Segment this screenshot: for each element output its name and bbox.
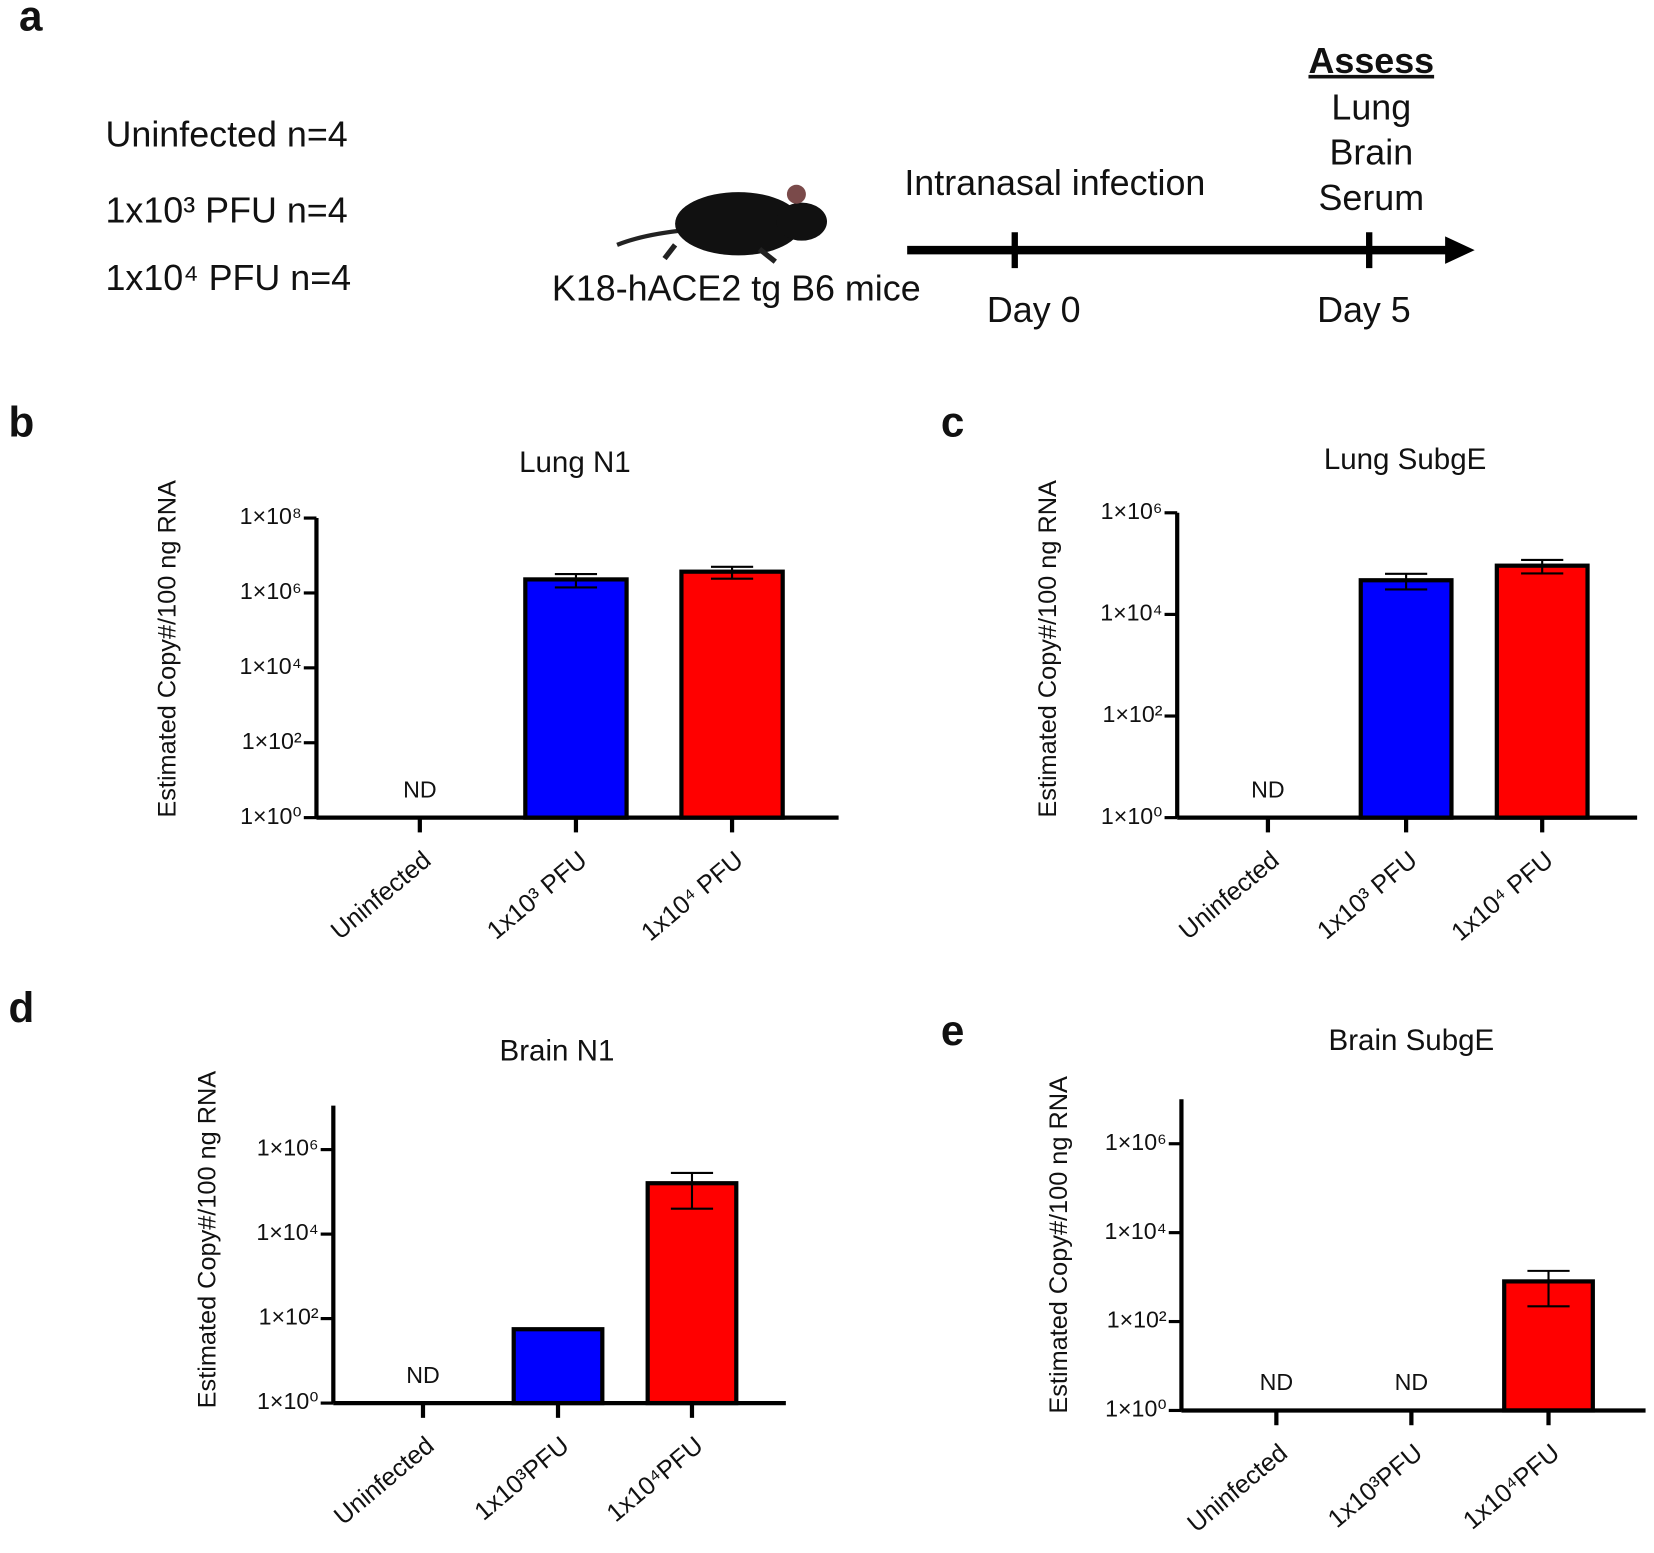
error-bar [670,1171,714,1210]
y-tick-label: 1×10⁸ [240,503,302,529]
y-axis-label: Estimated Copy#/100 ng RNA [194,1071,222,1409]
chart-title: Lung N1 [519,446,631,479]
y-tick-label: 1×10² [259,1304,319,1330]
error-bar [554,572,598,589]
error-bar [1385,572,1428,591]
y-tick-label: 1×10⁴ [256,1219,318,1245]
bar [1494,563,1590,820]
y-tick-label: 1×10⁰ [1105,1396,1167,1422]
value-label: ND [406,1362,440,1388]
y-axis-label: Estimated Copy#/100 ng RNA [1034,480,1062,818]
panel-letter: b [8,398,34,445]
y-tick-label: 1×10⁰ [1101,803,1163,829]
x-tick-label: 1x10⁴ PFU [636,846,748,947]
y-tick-label: 1×10⁶ [1101,498,1163,524]
y-tick-label: 1×10⁶ [257,1135,319,1161]
chart-title: Brain N1 [500,1035,615,1068]
bar [511,1327,605,1406]
route-label: Intranasal infection [904,163,1205,203]
x-tick-label: Uninfected [1174,846,1285,945]
y-axis-label: Estimated Copy#/100 ng RNA [1045,1076,1073,1414]
panel-letter: a [19,0,43,39]
x-tick-label: 1x10³PFU [1323,1439,1428,1534]
panel-letter: e [941,1007,964,1054]
value-label: ND [1260,1369,1294,1395]
y-tick-label: 1×10⁰ [240,803,302,829]
y-tick-label: 1×10² [1107,1307,1167,1333]
chart-title: Brain SubgE [1329,1024,1495,1057]
bar [679,569,785,820]
day-label: Day 5 [1317,290,1411,330]
panel-letter: c [941,398,964,445]
y-tick-label: 1×10⁰ [257,1388,319,1414]
bar [1358,578,1454,820]
assess-item: Brain [1329,133,1413,173]
mouse-label: K18-hACE2 tg B6 mice [552,269,921,309]
y-tick-label: 1×10² [1102,701,1162,727]
assess-item: Serum [1318,178,1424,218]
x-tick-label: 1x10³ PFU [482,846,593,945]
error-bar [1521,558,1564,575]
error-bar [1527,1269,1570,1308]
day-label: Day 0 [987,290,1081,330]
x-tick-label: Uninfected [1182,1439,1293,1538]
x-tick-label: 1x10³PFU [469,1431,574,1526]
chart-title: Lung SubgE [1324,443,1486,476]
assess-item: Lung [1331,87,1411,127]
value-label: ND [403,776,437,802]
y-tick-label: 1×10⁶ [240,578,302,604]
y-tick-label: 1×10⁴ [239,653,301,679]
error-bar [710,565,754,580]
mouse-icon [616,184,827,264]
group-label: Uninfected n=4 [105,115,347,155]
assess-title: Assess [1308,41,1434,81]
x-tick-label: 1x10³ PFU [1312,846,1423,945]
bar [523,577,629,820]
y-tick-label: 1×10² [242,728,302,754]
x-tick-label: 1x10⁴ PFU [1446,846,1558,947]
y-axis-label: Estimated Copy#/100 ng RNA [153,480,181,818]
panel-letter: d [8,984,34,1031]
y-tick-label: 1×10⁴ [1104,1218,1166,1244]
x-tick-label: 1x10⁴PFU [1458,1439,1565,1535]
y-tick-label: 1×10⁴ [1100,600,1162,626]
group-label: 1x10³ PFU n=4 [105,191,347,231]
x-tick-label: 1x10⁴PFU [601,1431,708,1527]
bar [645,1181,739,1406]
group-label: 1x10⁴ PFU n=4 [105,258,351,298]
x-tick-label: Uninfected [326,846,437,945]
y-tick-label: 1×10⁶ [1105,1129,1167,1155]
value-label: ND [1395,1369,1429,1395]
value-label: ND [1251,776,1285,802]
timeline [907,232,1475,269]
x-tick-label: Uninfected [329,1431,440,1530]
